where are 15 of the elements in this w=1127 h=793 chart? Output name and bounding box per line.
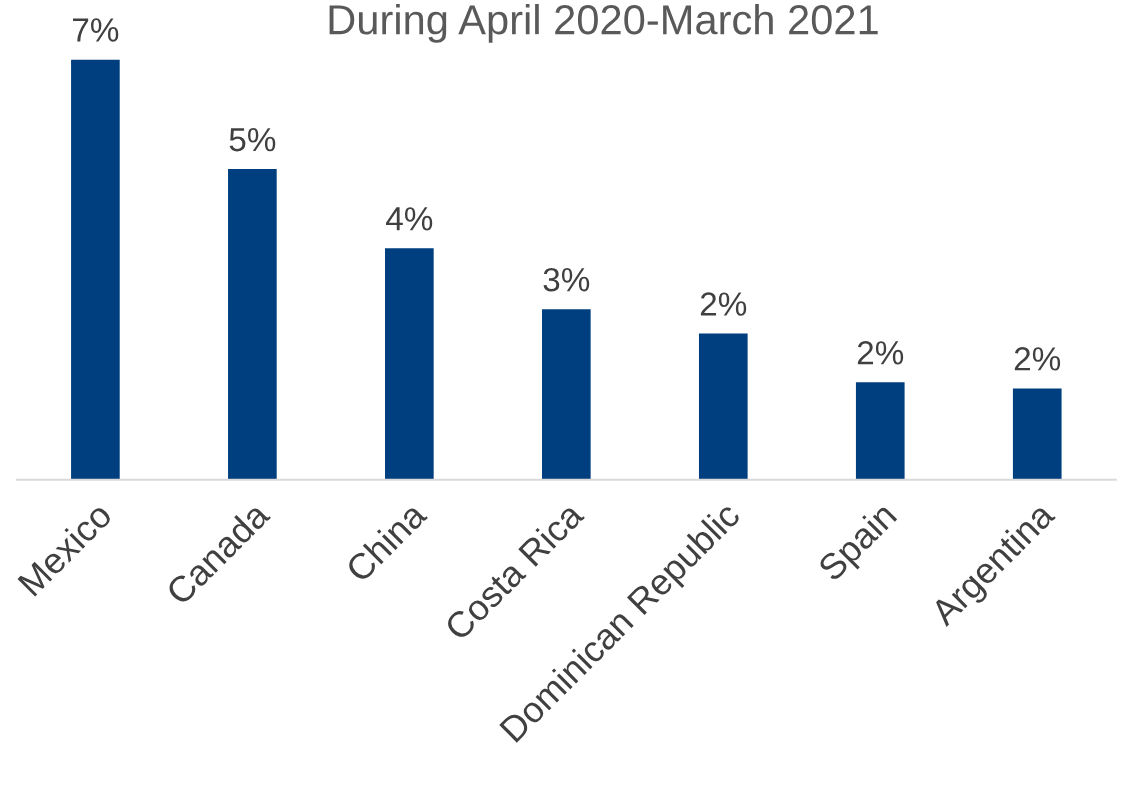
bar [698, 333, 748, 480]
bar [385, 248, 434, 480]
chart-title: During April 2020-March 2021 [329, 3, 878, 43]
data-label: 2% [1014, 347, 1061, 371]
data-label: 2% [857, 341, 904, 365]
bar [71, 59, 120, 480]
data-label: 4% [386, 207, 433, 231]
data-label: 5% [229, 127, 276, 152]
bar [228, 169, 277, 480]
bar [855, 382, 905, 480]
data-label: 3% [543, 267, 590, 292]
data-label: 2% [700, 292, 747, 316]
bar [541, 309, 591, 480]
bar [1012, 388, 1062, 480]
data-label: 7% [73, 18, 119, 42]
